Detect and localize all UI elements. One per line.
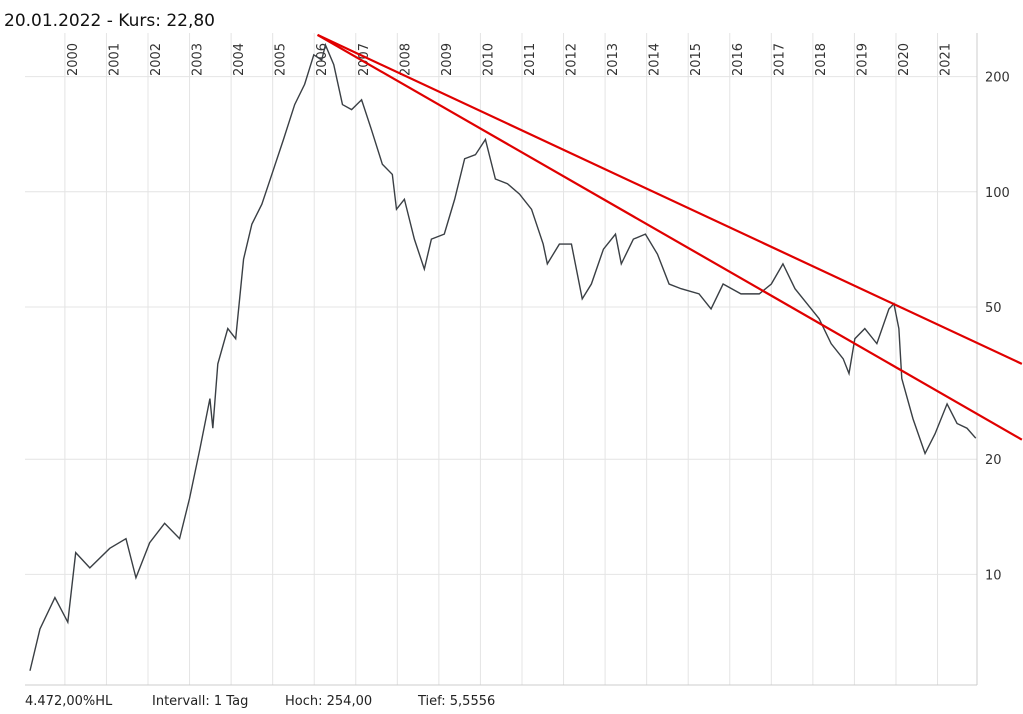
y-tick-label: 200 — [985, 71, 1010, 86]
x-tick-label: 2007 — [357, 43, 372, 76]
x-tick-label: 2001 — [107, 43, 122, 76]
x-tick-label: 2005 — [274, 43, 289, 76]
footer-interval: Intervall: 1 Tag — [152, 694, 248, 709]
x-tick-label: 2004 — [232, 43, 247, 76]
x-tick-label: 2011 — [523, 43, 538, 76]
x-tick-label: 2018 — [814, 43, 829, 76]
footer-hl: 4.472,00%HL — [25, 694, 113, 709]
chart-title: 20.01.2022 - Kurs: 22,80 — [4, 11, 215, 31]
x-tick-label: 2010 — [481, 43, 496, 76]
x-tick-label: 2003 — [191, 43, 206, 76]
x-tick-label: 2016 — [731, 43, 746, 76]
y-tick-label: 10 — [985, 568, 1002, 583]
x-tick-label: 2015 — [689, 43, 704, 76]
y-tick-label: 100 — [985, 186, 1010, 201]
x-tick-label: 2017 — [772, 43, 787, 76]
x-tick-label: 2012 — [565, 43, 580, 76]
x-tick-label: 2019 — [855, 43, 870, 76]
footer-high: Hoch: 254,00 — [285, 694, 372, 709]
price-line — [29, 42, 977, 671]
y-tick-label: 20 — [985, 453, 1002, 468]
x-tick-label: 2000 — [66, 43, 81, 76]
x-tick-label: 2009 — [440, 43, 455, 76]
trendline — [317, 33, 1023, 365]
trendline — [316, 33, 1023, 441]
x-tick-label: 2014 — [648, 43, 663, 76]
y-tick-label: 50 — [985, 301, 1002, 316]
x-tick-label: 2002 — [149, 43, 164, 76]
footer-low: Tief: 5,5556 — [417, 694, 495, 709]
x-tick-label: 2006 — [315, 43, 330, 76]
x-tick-label: 2020 — [897, 43, 912, 76]
x-tick-label: 2021 — [939, 43, 954, 76]
x-tick-label: 2013 — [606, 43, 621, 76]
x-tick-label: 2008 — [398, 43, 413, 76]
